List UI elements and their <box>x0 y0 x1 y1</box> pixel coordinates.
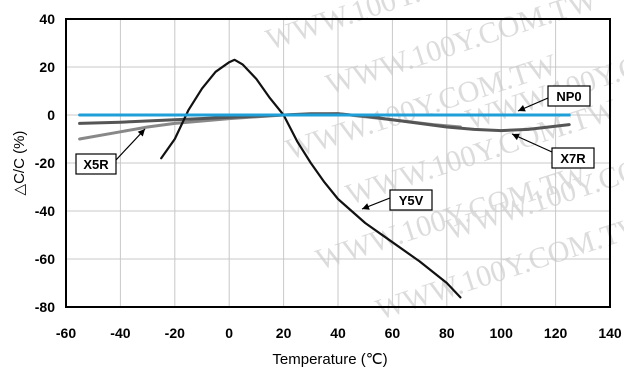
y-tick-label: 0 <box>47 107 55 123</box>
callout-arrowhead <box>362 203 370 210</box>
x-tick-label: 100 <box>490 325 514 341</box>
y-tick-label: -20 <box>35 155 55 171</box>
callout-label-np0: NP0 <box>556 89 581 104</box>
callout-box <box>75 153 117 175</box>
y-tick-label: 20 <box>39 59 55 75</box>
callout-box <box>389 189 433 211</box>
callout-leader <box>511 133 553 153</box>
y-tick-label: -60 <box>35 251 55 267</box>
callout-label-y5v: Y5V <box>399 193 424 208</box>
y-tick-label: -80 <box>35 299 55 315</box>
y-axis-title: △C/C (%) <box>11 131 28 196</box>
plot-frame <box>65 18 611 308</box>
x-tick-labels: -60 -40 -20 0 20 40 60 80 100 120 140 <box>56 325 622 341</box>
x-tick-label: 120 <box>544 325 568 341</box>
callout-label-x5r: X5R <box>83 157 109 172</box>
x-tick-label: 60 <box>385 325 401 341</box>
x-tick-label: 140 <box>598 325 622 341</box>
callout-arrowhead <box>137 129 145 137</box>
callout-arrowhead <box>512 133 520 141</box>
callout-box <box>547 85 591 107</box>
x-axis-title: Temperature (℃) <box>272 351 387 367</box>
x-tick-label: -20 <box>165 325 185 341</box>
series-callouts: NP0 X7R X5R Y5V <box>75 85 595 211</box>
callout-label-x7r: X7R <box>560 151 586 166</box>
x-tick-label: 20 <box>276 325 292 341</box>
y-tick-label: 40 <box>39 11 55 27</box>
series-layer <box>78 58 571 299</box>
x-tick-label: 40 <box>330 325 346 341</box>
callout-leader <box>115 128 146 161</box>
x-tick-label: -40 <box>110 325 130 341</box>
series-line-y5v <box>160 58 462 299</box>
y-tick-labels: 40 20 0 -20 -40 -60 -80 <box>35 11 55 315</box>
y-tick-label: -40 <box>35 203 55 219</box>
callout-arrowhead <box>518 105 526 112</box>
callout-box <box>551 147 595 169</box>
x-tick-label: 80 <box>439 325 455 341</box>
x-tick-label: -60 <box>56 325 76 341</box>
x-tick-label: 0 <box>225 325 233 341</box>
